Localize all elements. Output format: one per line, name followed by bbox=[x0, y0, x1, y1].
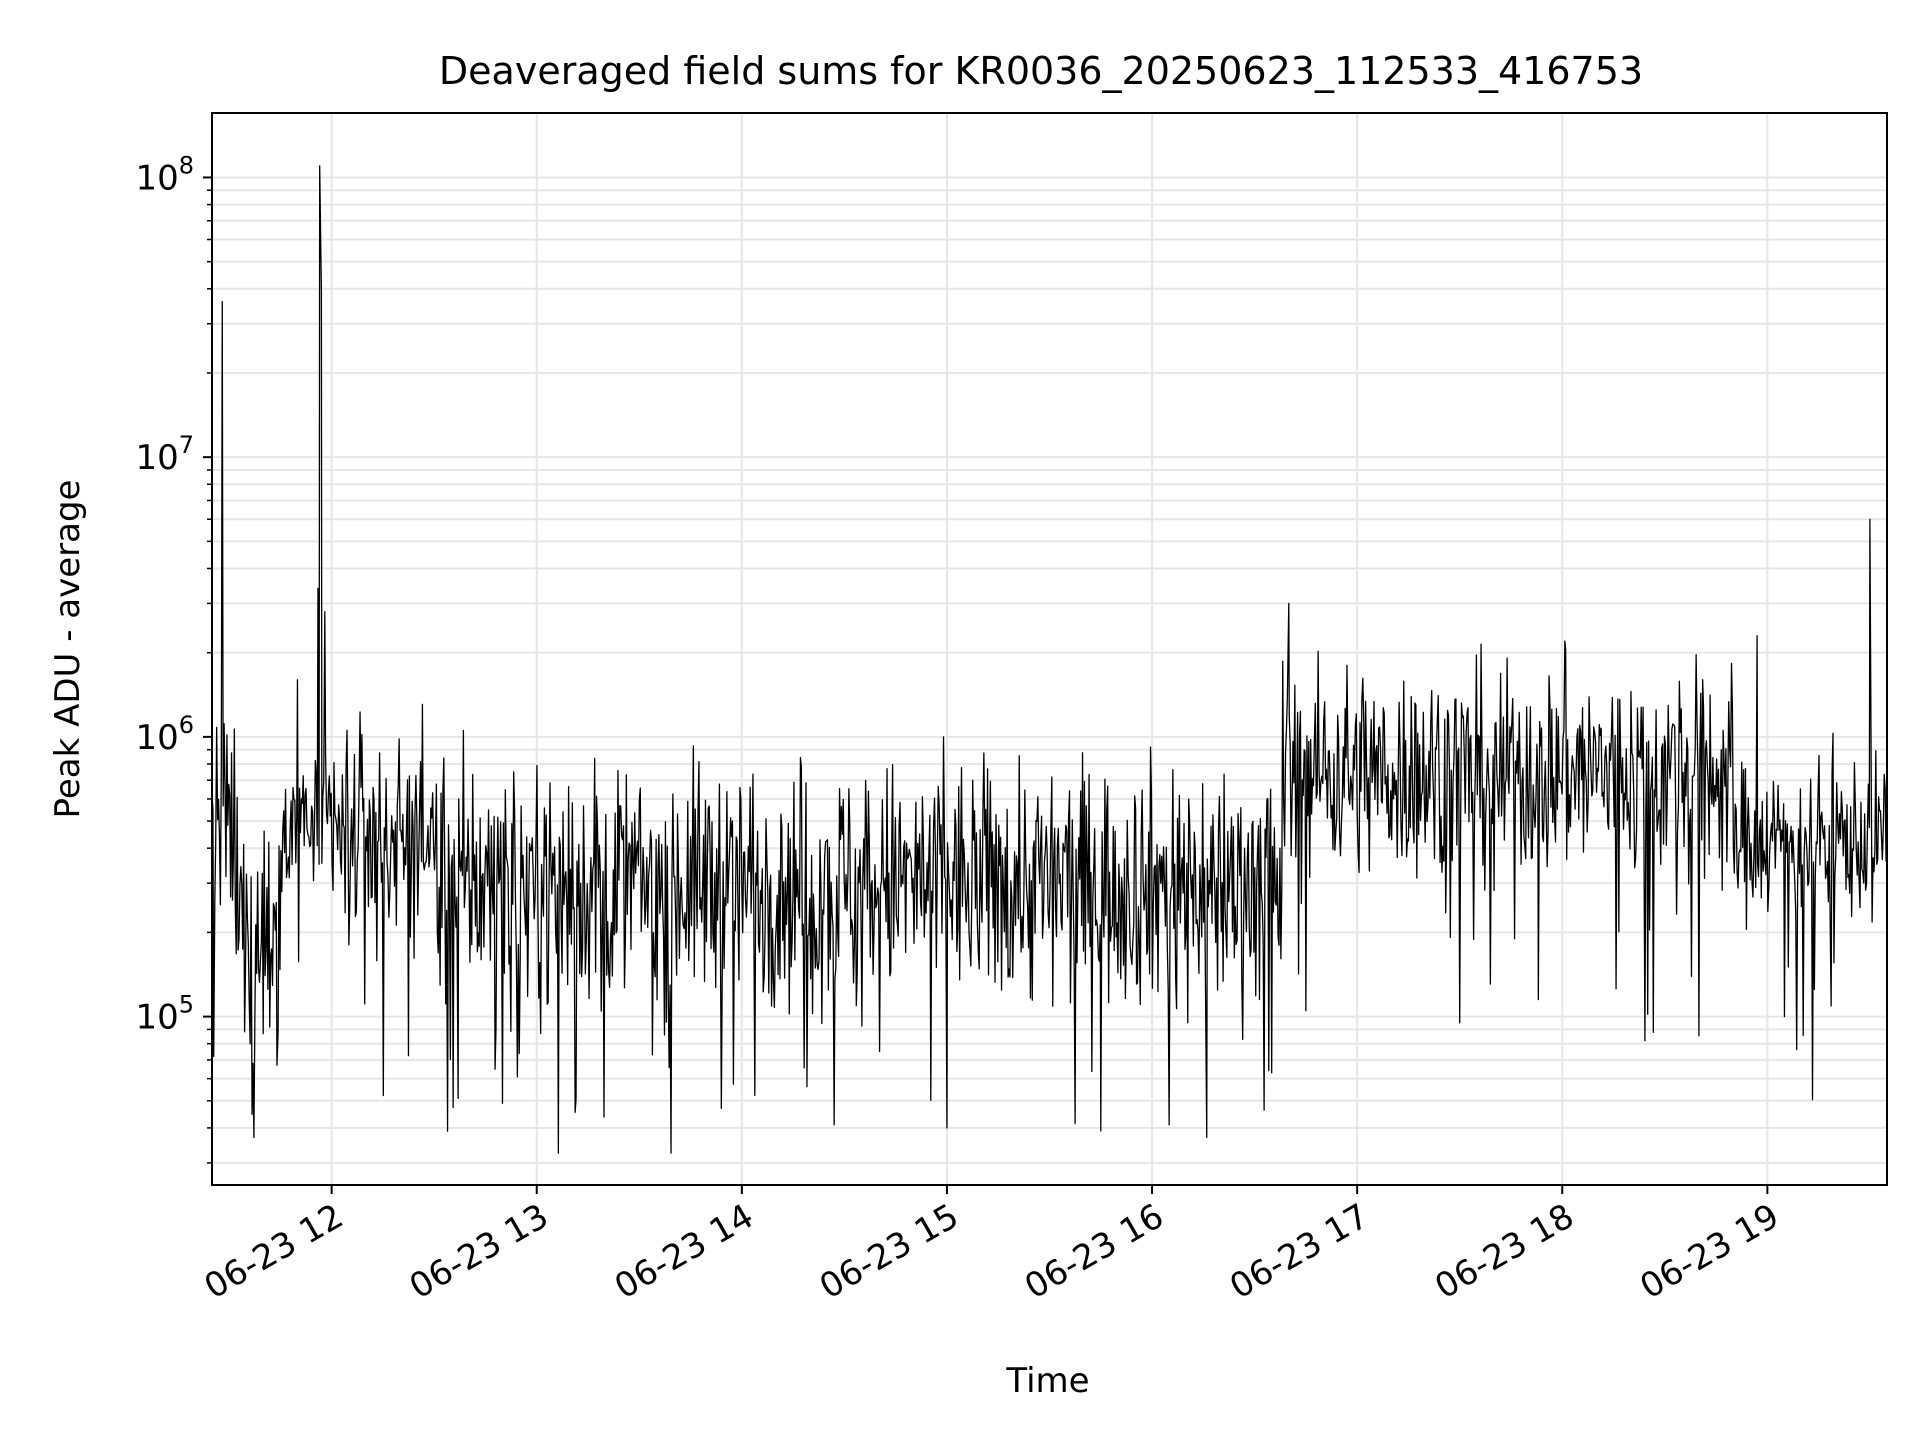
x-axis-label: Time bbox=[1005, 1361, 1089, 1401]
x-tick-label: 06-23 13 bbox=[403, 1196, 555, 1307]
x-tick-label: 06-23 15 bbox=[813, 1196, 965, 1307]
series-line bbox=[211, 165, 1888, 1154]
x-tick-label: 06-23 12 bbox=[198, 1196, 350, 1307]
axes: 105 106 107 108 06-23 12 06-23 13 06-23 14 06-2… bbox=[135, 151, 1785, 1307]
series-group bbox=[211, 165, 1888, 1154]
y-tick-label: 105 bbox=[135, 991, 194, 1038]
y-axis-label: Peak ADU - average bbox=[48, 480, 88, 819]
grid-lines bbox=[212, 113, 1887, 1185]
x-tick-label: 06-23 18 bbox=[1428, 1196, 1580, 1307]
plot-frame bbox=[211, 112, 1888, 1186]
y-tick-label: 107 bbox=[135, 431, 194, 478]
x-tick-label: 06-23 17 bbox=[1223, 1196, 1375, 1307]
y-tick-label: 106 bbox=[135, 711, 194, 758]
x-tick-label: 06-23 14 bbox=[608, 1196, 760, 1307]
chart-title: Deaveraged field sums for KR0036_2025062… bbox=[439, 49, 1643, 93]
x-tick-label: 06-23 19 bbox=[1633, 1196, 1785, 1307]
y-tick-label: 108 bbox=[135, 151, 194, 198]
x-tick-label: 06-23 16 bbox=[1018, 1196, 1170, 1307]
